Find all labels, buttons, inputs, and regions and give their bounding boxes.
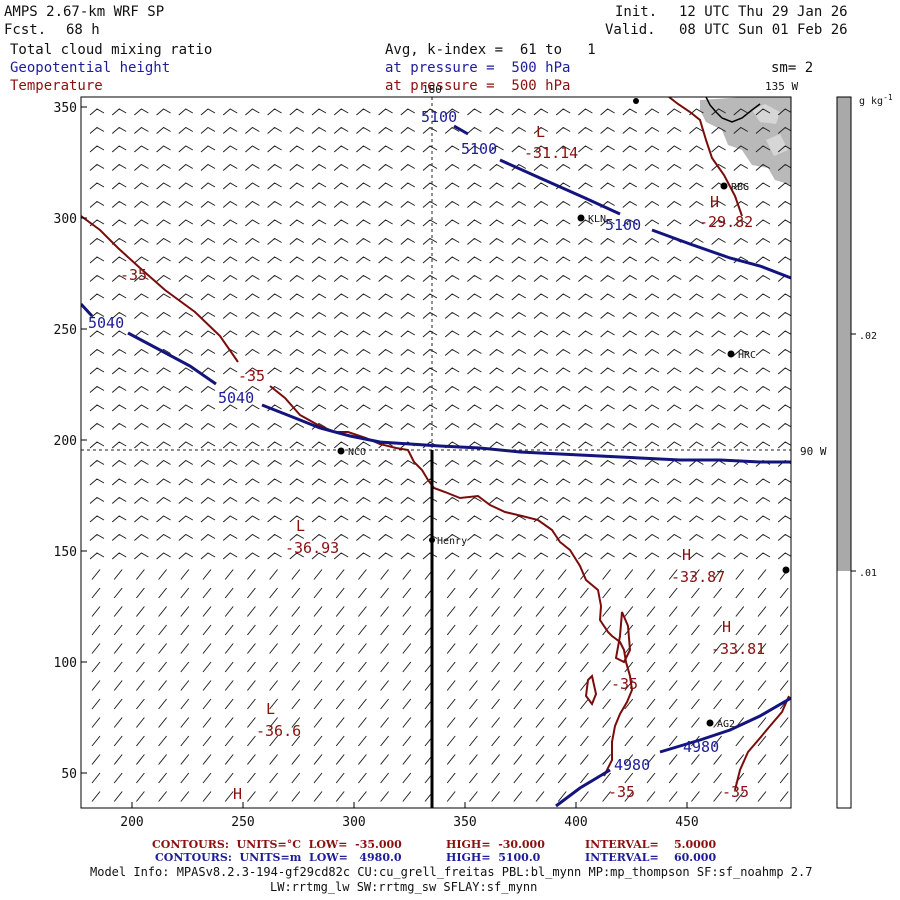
- colorbar: g kg-1 .02 .01: [836, 93, 893, 809]
- model-info-line-1: Model Info: MPASv8.2.3-194-gf29cd82c CU:…: [90, 865, 813, 879]
- height-contour-label: 5100: [461, 140, 497, 158]
- wind-barbs: [89, 108, 791, 802]
- meridian-label-180: 180: [422, 83, 442, 96]
- height-contour-high: HIGH= 5100.0: [446, 851, 541, 864]
- init-label: Init.: [615, 4, 658, 20]
- y-tick-label: 150: [54, 545, 77, 560]
- k-index-avg: Avg, k-index = 61 to 1: [385, 42, 596, 58]
- pressure-temp: at pressure = 500 hPa: [385, 78, 571, 94]
- coastline: [705, 97, 761, 123]
- y-tick-label: 350: [54, 101, 77, 116]
- x-tick-label: 350: [453, 815, 476, 830]
- colorbar-units: g kg-1: [859, 93, 893, 107]
- station-label: RBG: [731, 182, 749, 193]
- height-contour-info: CONTOURS: UNITS=m LOW= 4980.0: [155, 851, 402, 864]
- field-cloud-mixing: Total cloud mixing ratio: [10, 42, 213, 58]
- high-center-letter: H: [682, 546, 691, 564]
- station-marker-edge: [782, 566, 790, 574]
- station-marker: [727, 350, 735, 358]
- field-temperature: Temperature: [10, 78, 103, 94]
- forecast-hour: 68 h: [66, 22, 100, 38]
- station-marker: [337, 447, 345, 455]
- temp-contour-high: HIGH= -30.000: [446, 838, 545, 851]
- station-label: KLN: [588, 214, 606, 225]
- station-marker: [720, 182, 728, 190]
- x-tick-label: 250: [231, 815, 254, 830]
- temp-contour-interval: INTERVAL= 5.0000: [585, 838, 717, 851]
- station-marker-edge: [633, 98, 639, 104]
- temp-contour-label: -35: [611, 675, 638, 693]
- station-label: Henry: [437, 536, 467, 547]
- height-contour-label: 5040: [88, 314, 124, 332]
- y-tick-label: 300: [54, 212, 77, 227]
- forecast-label: Fcst.: [4, 22, 47, 38]
- x-tick-label: 400: [564, 815, 587, 830]
- colorbar-shade-segment: [837, 97, 851, 571]
- valid-time: 08 UTC Sun 01 Feb 26: [679, 22, 848, 38]
- smoothing: sm= 2: [771, 60, 814, 76]
- station-marker: [706, 719, 714, 727]
- colorbar-empty-segment: [837, 571, 851, 808]
- station-marker: [429, 537, 435, 543]
- height-contour-label: 5040: [218, 389, 254, 407]
- low-center-letter: L: [266, 700, 275, 718]
- temp-contour-label: -35: [722, 783, 749, 801]
- low-center-value: -36.6: [256, 722, 301, 740]
- height-contour-label: 4980: [683, 738, 719, 756]
- temp-contour-label: -35: [608, 783, 635, 801]
- high-center-letter: H: [710, 193, 719, 211]
- valid-label: Valid.: [605, 22, 656, 38]
- y-tick-label: 200: [54, 434, 77, 449]
- x-tick-label: 200: [120, 815, 143, 830]
- colorbar-label: .01: [859, 568, 877, 579]
- wind-barb-glyphs: [89, 108, 791, 802]
- x-tick-label: 300: [342, 815, 365, 830]
- axis-ticks: [81, 106, 688, 808]
- station-label: NCO: [348, 447, 366, 458]
- high-center-letter: H: [233, 785, 242, 803]
- low-center-letter: L: [536, 123, 545, 141]
- pressure-height: at pressure = 500 hPa: [385, 60, 571, 76]
- station-marker: [577, 214, 585, 222]
- meridian-label-135w: 135 W: [765, 80, 798, 93]
- height-contours: [81, 124, 791, 808]
- high-center-letter: H: [722, 618, 731, 636]
- height-contour-label: 5100: [605, 216, 641, 234]
- model-info-line-2: LW:rrtmg_lw SW:rrtmg_sw SFLAY:sf_mynn: [270, 880, 538, 894]
- height-contour-interval: INTERVAL= 60.000: [585, 851, 717, 864]
- height-contour-label: 5100: [421, 108, 457, 126]
- field-geopotential: Geopotential height: [10, 60, 171, 76]
- colorbar-label: .02: [859, 331, 877, 342]
- x-tick-label: 450: [675, 815, 698, 830]
- y-tick-label: 250: [54, 323, 77, 338]
- high-center-value: -33.87: [671, 568, 725, 586]
- temperature-contours: [81, 97, 790, 791]
- station-label: HRC: [738, 350, 756, 361]
- high-center-value: -29.82: [699, 213, 753, 231]
- temp-contour-label: -35: [238, 367, 265, 385]
- station-label: AG2: [717, 719, 735, 730]
- colorbar-frame: [836, 96, 852, 809]
- meridian-label-90w: 90 W: [800, 445, 827, 458]
- model-title: AMPS 2.67-km WRF SP: [4, 4, 165, 20]
- low-center-value: -31.14: [524, 144, 578, 162]
- init-time: 12 UTC Thu 29 Jan 26: [679, 4, 848, 20]
- y-tick-label: 100: [54, 656, 77, 671]
- y-tick-label: 50: [61, 767, 77, 782]
- low-center-letter: L: [296, 517, 305, 535]
- height-contour-label: 4980: [614, 756, 650, 774]
- temp-contour-info: CONTOURS: UNITS=°C LOW= -35.000: [152, 838, 402, 851]
- high-center-value: -33.81: [711, 640, 765, 658]
- low-center-value: -36.93: [285, 539, 339, 557]
- plot-frame: [80, 96, 792, 809]
- temp-contour-label: -35: [120, 266, 147, 284]
